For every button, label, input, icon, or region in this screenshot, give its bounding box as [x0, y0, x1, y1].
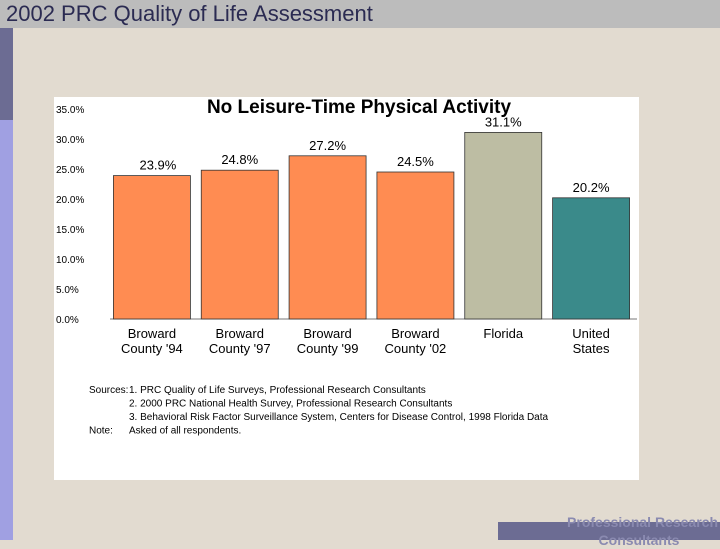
y-tick-label: 0.0% [56, 315, 79, 326]
y-tick-label: 25.0% [56, 165, 84, 176]
note-text: 1. PRC Quality of Life Surveys, Professi… [129, 385, 426, 396]
footer-brand-line-2: Consultants [598, 532, 680, 548]
data-label: 20.2% [573, 180, 610, 195]
x-category-label: Florida [483, 326, 524, 341]
bar-chart: No Leisure-Time Physical Activity 0.0% 5.0… [56, 97, 637, 437]
x-category-label: States [573, 341, 610, 356]
x-category-label: County '97 [209, 341, 271, 356]
note-text: 2. 2000 PRC National Health Survey, Prof… [129, 399, 452, 410]
bar [552, 197, 630, 320]
x-category-label: Broward [303, 326, 351, 341]
note-text: 3. Behavioral Risk Factor Surveillance S… [129, 412, 549, 423]
x-category-label: County '99 [297, 341, 359, 356]
bar [464, 132, 543, 320]
chart-title: No Leisure-Time Physical Activity [207, 97, 512, 118]
bar [288, 155, 367, 320]
sidebar-accent-dark [0, 28, 13, 120]
footer-bar [498, 522, 720, 540]
note-text: Asked of all respondents. [129, 426, 241, 437]
x-category-label: Broward [128, 326, 176, 341]
x-category-label: County '94 [121, 341, 183, 356]
y-tick-label: 20.0% [56, 195, 84, 206]
presentation-title: 2002 PRC Quality of Life Assessment [6, 1, 373, 26]
y-tick-label: 35.0% [56, 105, 84, 116]
data-label: 23.9% [139, 158, 176, 173]
y-tick-label: 30.0% [56, 135, 84, 146]
title-bar: 2002 PRC Quality of Life Assessment [0, 0, 720, 28]
x-category-label: Broward [391, 326, 439, 341]
slide-area: No Leisure-Time Physical Activity 0.0% 5.0… [14, 28, 720, 540]
footer-brand-line-1: Professional Research [567, 514, 718, 530]
y-tick-label: 15.0% [56, 225, 84, 236]
sidebar-accent-light [0, 120, 13, 540]
x-category-label: United [572, 326, 610, 341]
y-tick-label: 10.0% [56, 255, 84, 266]
y-tick-label: 5.0% [56, 285, 79, 296]
x-category-label: Broward [216, 326, 264, 341]
chart-panel: No Leisure-Time Physical Activity 0.0% 5.0… [54, 97, 639, 480]
note-label: Note: [89, 426, 113, 437]
bar [376, 171, 455, 320]
x-category-label: County '02 [385, 341, 447, 356]
bar [200, 169, 279, 320]
data-label: 24.5% [397, 154, 434, 169]
bar [113, 175, 191, 320]
data-label: 31.1% [485, 114, 522, 129]
data-label: 27.2% [309, 138, 346, 153]
data-label: 24.8% [221, 152, 258, 167]
note-label: Sources: [89, 385, 128, 396]
